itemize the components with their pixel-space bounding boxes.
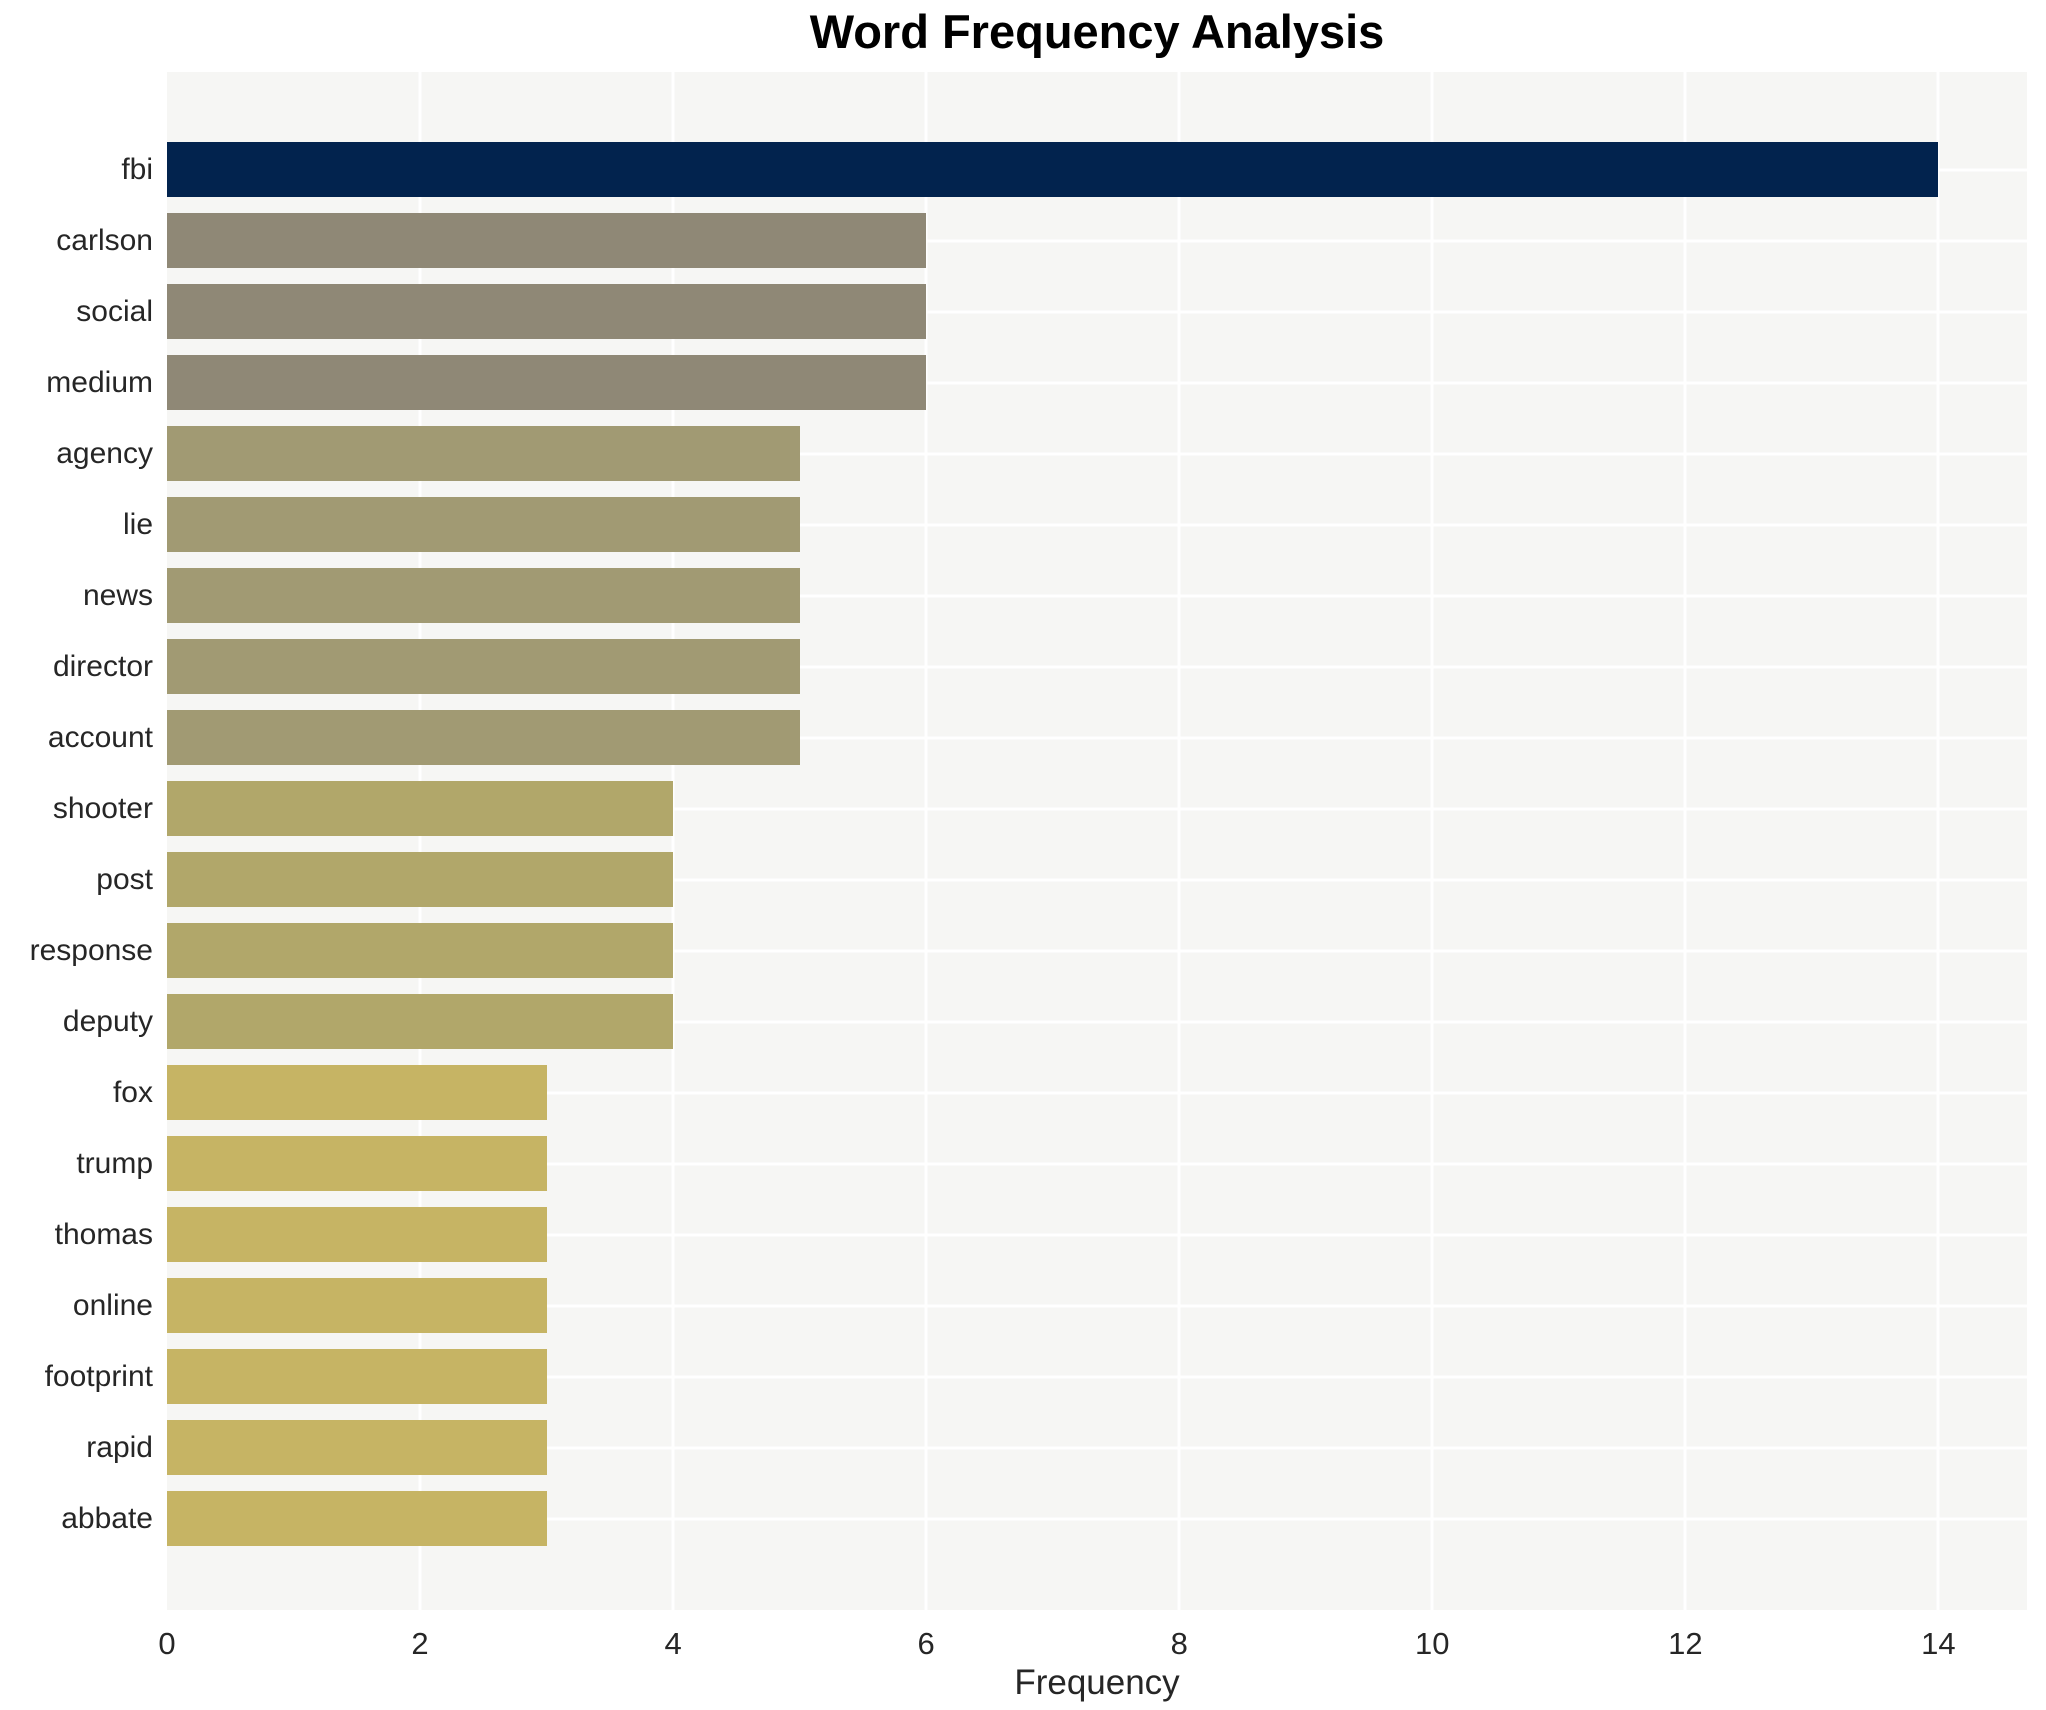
- y-tick-label-medium: medium: [46, 365, 153, 399]
- horizontal-gridline: [167, 878, 2027, 881]
- x-tick-label-6: 6: [917, 1626, 935, 1661]
- bar-carlson: [167, 213, 927, 268]
- bar-account: [167, 710, 800, 765]
- vertical-gridline: [418, 72, 422, 1610]
- y-tick-label-deputy: deputy: [62, 1004, 153, 1038]
- bar-response: [167, 923, 674, 978]
- horizontal-gridline: [167, 594, 2027, 597]
- y-tick-label-trump: trump: [76, 1146, 153, 1180]
- horizontal-gridline: [167, 1162, 2027, 1165]
- horizontal-gridline: [167, 1020, 2027, 1023]
- y-tick-label-social: social: [76, 294, 153, 328]
- bar-footprint: [167, 1349, 547, 1404]
- horizontal-gridline: [167, 807, 2027, 810]
- x-tick-label-14: 14: [1921, 1626, 1956, 1661]
- y-tick-label-abbate: abbate: [61, 1501, 153, 1535]
- horizontal-gridline: [167, 310, 2027, 313]
- vertical-gridline: [1936, 72, 1940, 1610]
- bar-medium: [167, 355, 927, 410]
- bar-online: [167, 1278, 547, 1333]
- vertical-gridline: [671, 72, 675, 1610]
- bar-fox: [167, 1065, 547, 1120]
- horizontal-gridline: [167, 1517, 2027, 1520]
- x-tick-label-10: 10: [1415, 1626, 1450, 1661]
- y-tick-label-lie: lie: [122, 507, 153, 541]
- horizontal-gridline: [167, 1304, 2027, 1307]
- horizontal-gridline: [167, 736, 2027, 739]
- x-axis-title: Frequency: [1014, 1663, 1180, 1702]
- horizontal-gridline: [167, 239, 2027, 242]
- horizontal-gridline: [167, 1091, 2027, 1094]
- horizontal-gridline: [167, 1375, 2027, 1378]
- plot-area: [167, 72, 2027, 1610]
- y-tick-label-thomas: thomas: [54, 1217, 153, 1251]
- bar-trump: [167, 1136, 547, 1191]
- x-tick-label-12: 12: [1668, 1626, 1703, 1661]
- vertical-gridline: [1177, 72, 1181, 1610]
- y-tick-label-footprint: footprint: [44, 1359, 153, 1393]
- horizontal-gridline: [167, 665, 2027, 668]
- y-tick-label-post: post: [96, 862, 153, 896]
- horizontal-gridline: [167, 523, 2027, 526]
- bar-social: [167, 284, 927, 339]
- bar-director: [167, 639, 800, 694]
- bar-abbate: [167, 1491, 547, 1546]
- horizontal-gridline: [167, 1233, 2027, 1236]
- vertical-gridline: [924, 72, 928, 1610]
- y-tick-label-carlson: carlson: [56, 223, 153, 257]
- y-tick-label-agency: agency: [56, 436, 153, 470]
- horizontal-gridline: [167, 452, 2027, 455]
- bar-news: [167, 568, 800, 623]
- y-tick-label-rapid: rapid: [86, 1430, 153, 1464]
- horizontal-gridline: [167, 949, 2027, 952]
- x-tick-label-8: 8: [1170, 1626, 1188, 1661]
- bar-fbi: [167, 142, 1939, 197]
- vertical-gridline: [1430, 72, 1434, 1610]
- x-tick-label-4: 4: [664, 1626, 682, 1661]
- y-tick-label-shooter: shooter: [52, 791, 153, 825]
- y-tick-label-online: online: [72, 1288, 153, 1322]
- y-tick-label-response: response: [29, 933, 153, 967]
- bar-post: [167, 852, 674, 907]
- chart-title: Word Frequency Analysis: [809, 5, 1385, 58]
- x-tick-label-2: 2: [411, 1626, 429, 1661]
- bar-rapid: [167, 1420, 547, 1475]
- horizontal-gridline: [167, 1446, 2027, 1449]
- y-tick-label-director: director: [52, 649, 153, 683]
- x-tick-label-0: 0: [158, 1626, 176, 1661]
- bar-deputy: [167, 994, 674, 1049]
- bar-thomas: [167, 1207, 547, 1262]
- bar-lie: [167, 497, 800, 552]
- horizontal-gridline: [167, 381, 2027, 384]
- y-tick-label-news: news: [82, 578, 153, 612]
- y-tick-label-fox: fox: [112, 1075, 153, 1109]
- bar-agency: [167, 426, 800, 481]
- bar-shooter: [167, 781, 674, 836]
- y-tick-label-fbi: fbi: [121, 152, 153, 186]
- y-tick-label-account: account: [47, 720, 153, 754]
- vertical-gridline: [1683, 72, 1687, 1610]
